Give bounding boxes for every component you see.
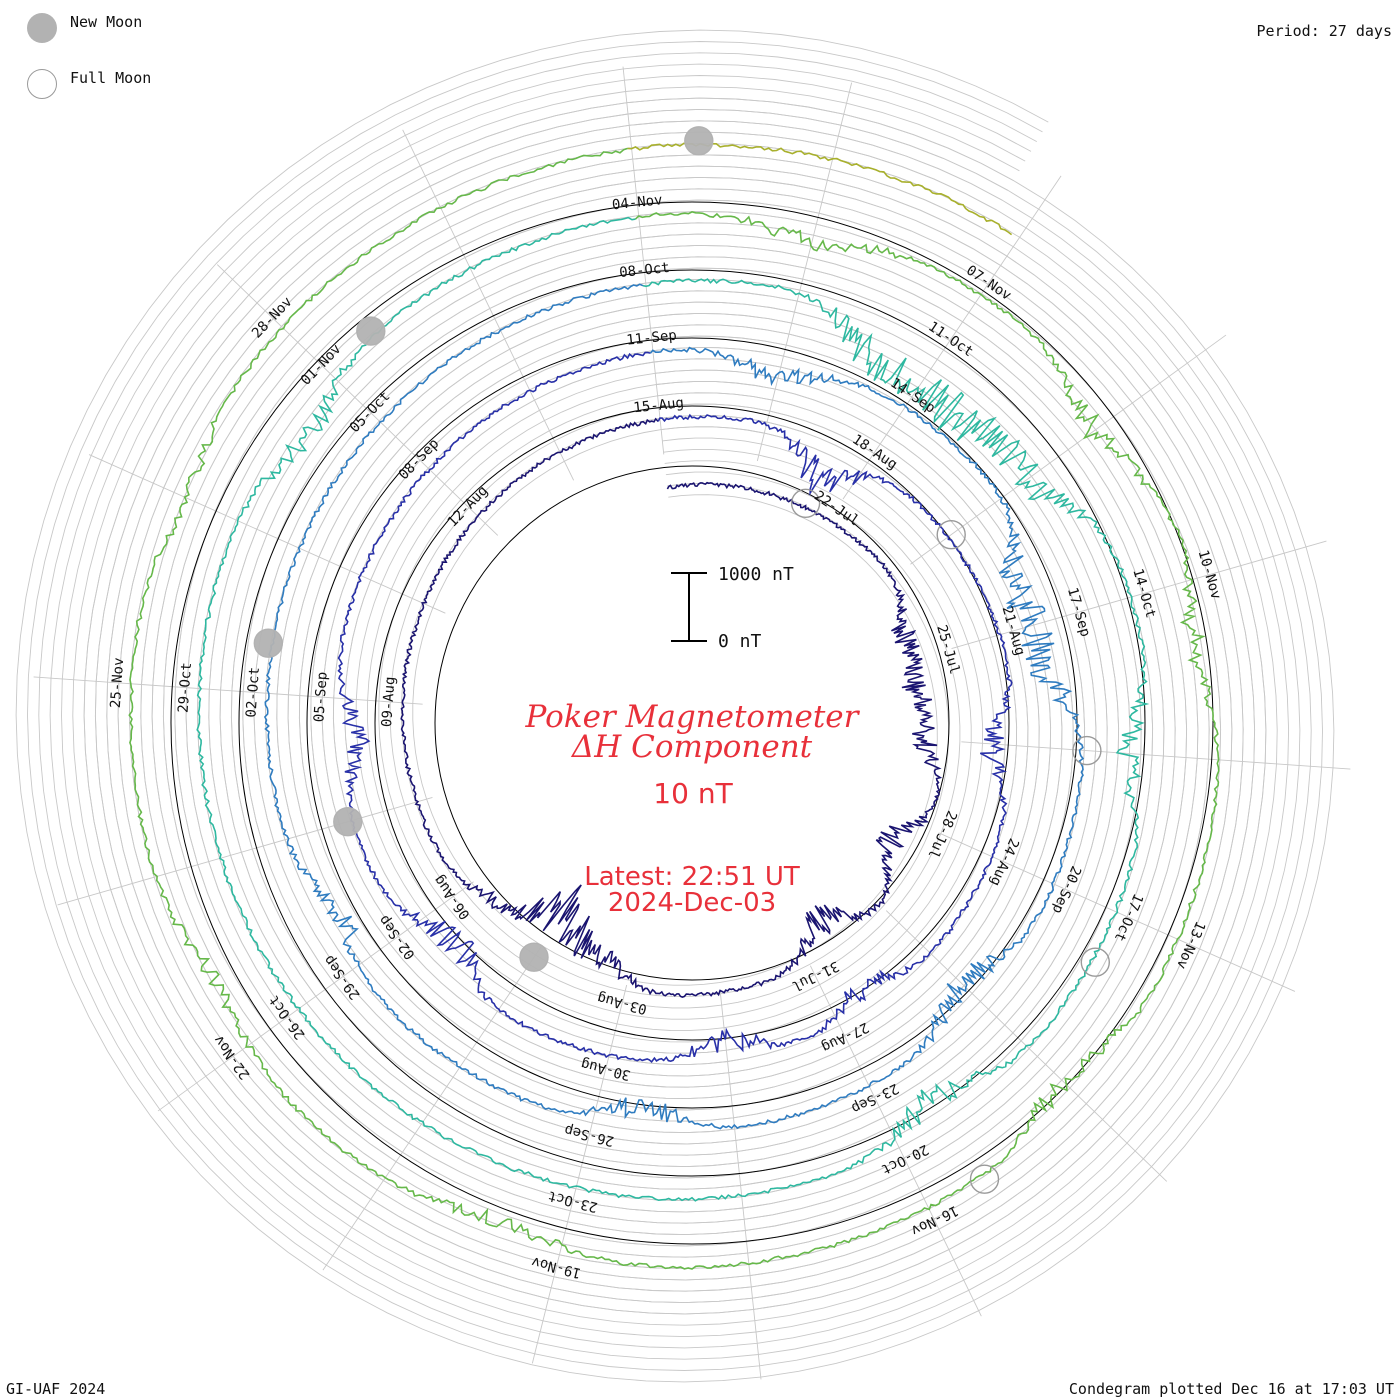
date-label: 29-Sep: [321, 952, 364, 1002]
full-moon-marker: [1080, 947, 1111, 977]
period-label: Period: 27 days: [1256, 22, 1392, 40]
grid-spiral: [72, 86, 1278, 1326]
date-label: 01-Nov: [298, 341, 345, 388]
full-moon-marker: [790, 488, 821, 518]
date-label: 29-Oct: [176, 662, 195, 714]
date-label: 15-Aug: [633, 395, 685, 416]
grid-spoke: [322, 946, 542, 1271]
new-moon-marker: [333, 807, 363, 837]
date-label: 19-Nov: [530, 1253, 583, 1281]
date-label: 24-Aug: [987, 836, 1022, 889]
date-label: 02-Oct: [243, 667, 262, 719]
grid-spoke: [951, 540, 1327, 650]
grid-spoke: [33, 676, 423, 705]
grid-spoke: [842, 175, 1062, 500]
new-moon-marker: [253, 628, 283, 658]
date-label: 26-Oct: [266, 992, 309, 1042]
rotation-trace-2: [337, 351, 1013, 1063]
date-label: 04-Nov: [611, 192, 663, 213]
full-moon-marker: [969, 1164, 1000, 1194]
date-label: 17-Oct: [1111, 891, 1146, 944]
grid-spiral: [49, 63, 1301, 1349]
latest-date: 2024-Dec-03: [608, 888, 776, 918]
center-legend: 1000 nT 0 nT Poker Magnetometer ΔH Compo…: [525, 564, 861, 918]
date-label: 09-Aug: [379, 676, 398, 728]
latest-time: Latest: 22:51 UT: [584, 862, 800, 892]
chart-subtitle: ΔH Component: [571, 729, 813, 765]
rotation-trace-4: [196, 216, 1150, 1202]
rotation-trace-5: [128, 147, 1220, 1270]
chart-title: Poker Magnetometer: [525, 699, 861, 735]
scale-bar-top-label: 1000 nT: [718, 564, 794, 585]
full-moon-marker: [1072, 735, 1102, 766]
credit-label: GI-UAF 2024: [6, 1380, 106, 1398]
full-moon-legend-label: Full Moon: [70, 69, 152, 87]
date-label: 05-Sep: [311, 671, 330, 723]
date-label: 28-Nov: [249, 294, 296, 341]
date-label: 20-Oct: [879, 1141, 931, 1178]
date-label: 25-Nov: [108, 657, 127, 709]
full-moon-icon: [27, 69, 57, 99]
date-label: 08-Oct: [618, 260, 670, 281]
rotation-trace-1: [400, 417, 943, 998]
grid-spoke: [719, 991, 762, 1380]
new-moon-marker: [684, 126, 714, 156]
date-label: 28-Jul: [924, 808, 959, 861]
rotation-baseline: [238, 269, 1146, 1177]
date-label: 23-Sep: [849, 1080, 901, 1117]
grid-spoke: [57, 796, 433, 906]
unit-note: 10 nT: [653, 777, 733, 810]
date-label: 13-Nov: [1173, 919, 1208, 972]
rotation-baseline: [170, 201, 1214, 1245]
grid-spoke: [809, 965, 982, 1317]
scale-bar-bottom-label: 0 nT: [718, 631, 762, 652]
grid-spoke: [88, 454, 446, 614]
grid-spiral: [27, 41, 1323, 1371]
rotation-baseline: [374, 405, 1010, 1041]
grid-spoke: [756, 82, 853, 462]
full-moon-marker: [936, 520, 966, 550]
date-label: 08-Sep: [396, 436, 443, 483]
plotted-timestamp: Condegram plotted Dec 16 at 17:03 UT: [1068, 1380, 1394, 1398]
new-moon-marker: [356, 316, 386, 346]
grid-spiral: [15, 29, 1335, 1383]
grid-spoke: [961, 741, 1351, 770]
date-label: 02-Sep: [376, 912, 419, 962]
date-label: 16-Nov: [908, 1202, 960, 1239]
new-moon-icon: [27, 13, 57, 43]
grid-spoke: [157, 881, 474, 1112]
series-layer: [128, 142, 1220, 1270]
date-label: 05-Oct: [347, 388, 394, 435]
rotation-trace-3: [263, 283, 1085, 1130]
date-label: 12-Aug: [445, 483, 492, 530]
grid-spoke: [622, 66, 665, 455]
date-label: 11-Sep: [626, 328, 678, 349]
date-label: 06-Aug: [431, 872, 474, 922]
grid-spoke: [216, 264, 499, 536]
new-moon-marker: [519, 942, 549, 972]
grid-layer: [15, 29, 1351, 1383]
moon-marker-layer: [253, 126, 1111, 1194]
rotation-baseline: [434, 465, 950, 981]
grid-spiral: [38, 52, 1312, 1360]
grid-spoke: [531, 984, 628, 1364]
new-moon-legend-label: New Moon: [70, 13, 143, 31]
grid-spoke: [402, 129, 575, 481]
